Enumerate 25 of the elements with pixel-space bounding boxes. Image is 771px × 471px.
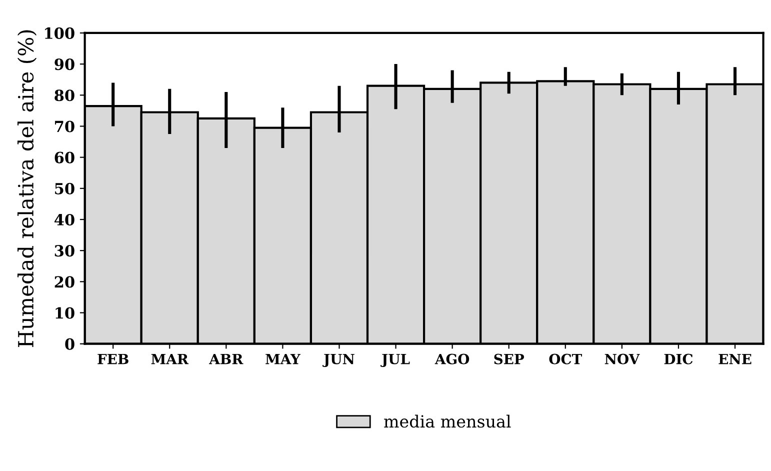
x-tick-label: ABR [209, 354, 244, 364]
x-tick-label: FEB [98, 354, 128, 364]
y-tick-label: 10 [56, 307, 74, 319]
x-tick-label: JUN [322, 354, 354, 367]
y-tick-label: 0 [65, 338, 74, 350]
x-tick-label: AGO [434, 354, 470, 364]
y-tick-label: 40 [54, 214, 74, 226]
x-tick-label: OCT [549, 354, 582, 364]
x-tick-label: NOV [604, 354, 640, 364]
x-tick-label: MAY [266, 354, 301, 364]
y-tick-label: 50 [55, 182, 74, 194]
y-tick-label: 90 [54, 58, 74, 70]
legend-label: media mensual [384, 414, 511, 428]
y-tick-label: 60 [54, 152, 74, 164]
y-tick-label: 70 [55, 120, 74, 132]
x-tick-label: ENE [718, 354, 752, 364]
x-tick-label: DIC [664, 354, 693, 364]
x-tick-label: MAR [151, 354, 189, 364]
y-tick-label: 20 [54, 276, 74, 288]
y-tick-label: 100 [45, 27, 74, 39]
y-tick-label: 80 [54, 90, 74, 102]
x-tick-label: JUL [380, 354, 410, 367]
x-tick-label: SEP [494, 354, 524, 364]
y-axis-title: Humedad relativa del aire (%) [17, 30, 37, 348]
y-tick-label: 30 [54, 245, 74, 257]
